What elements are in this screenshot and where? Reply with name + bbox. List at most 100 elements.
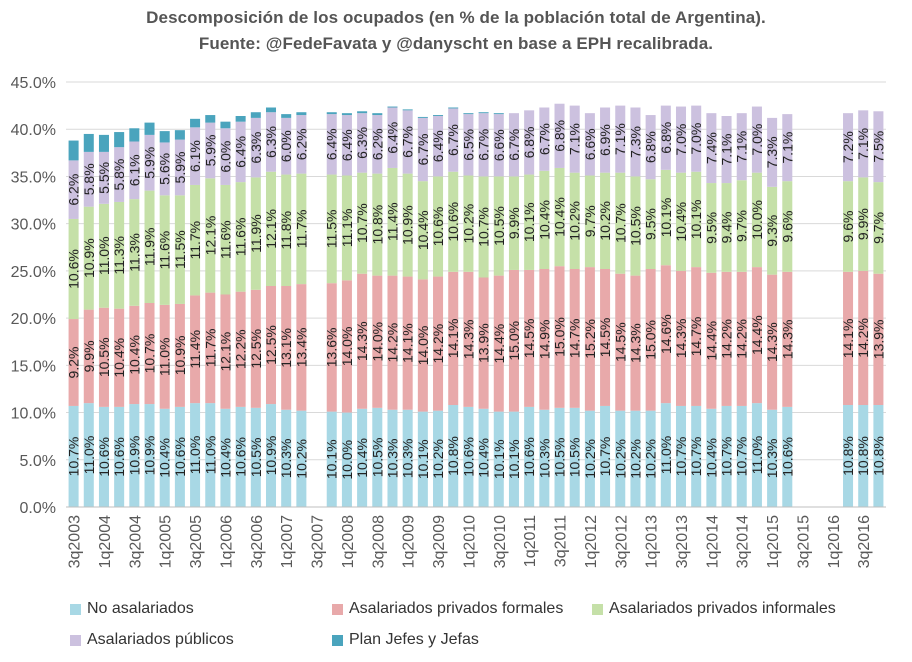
data-label: 10.0% bbox=[749, 200, 765, 240]
data-label: 10.4% bbox=[111, 338, 127, 378]
bar-segment bbox=[660, 169, 671, 266]
data-label: 11.7% bbox=[187, 221, 203, 260]
bar-segment bbox=[250, 289, 261, 408]
bar-segment bbox=[326, 283, 337, 412]
y-tick-label: 15.0% bbox=[11, 358, 56, 375]
data-label: 6.7% bbox=[476, 129, 492, 161]
bar-segment bbox=[205, 115, 216, 123]
data-label: 13.9% bbox=[870, 320, 886, 360]
data-label: 6.3% bbox=[354, 127, 370, 159]
bar-segment bbox=[478, 113, 489, 177]
bar-segment bbox=[326, 411, 337, 507]
data-label: 14.3% bbox=[627, 323, 643, 363]
bar-segment bbox=[402, 409, 413, 507]
data-label: 11.4% bbox=[187, 330, 203, 369]
bar-segment bbox=[721, 116, 732, 184]
bar-segment bbox=[174, 406, 185, 507]
data-label: 10.6% bbox=[96, 437, 112, 477]
bar-segment bbox=[600, 405, 611, 507]
bar-segment bbox=[98, 134, 109, 152]
bar-segment bbox=[68, 140, 79, 161]
data-label: 11.7% bbox=[202, 329, 218, 368]
data-label: 10.6% bbox=[430, 207, 446, 247]
data-label: 5.5% bbox=[96, 162, 112, 194]
bar-segment bbox=[524, 110, 535, 175]
bar-segment bbox=[98, 307, 109, 407]
data-label: 11.3% bbox=[126, 233, 142, 272]
data-label: 12.1% bbox=[202, 216, 218, 256]
data-label: 14.1% bbox=[400, 323, 416, 363]
data-label: 6.4% bbox=[339, 129, 355, 161]
y-tick-label: 45.0% bbox=[11, 75, 56, 92]
x-tick-label: 3q2005 bbox=[188, 515, 205, 568]
data-label: 10.5% bbox=[369, 438, 385, 478]
bar-segment bbox=[751, 106, 762, 173]
bar-segment bbox=[767, 186, 778, 275]
data-label: 6.8% bbox=[658, 122, 674, 154]
bar-segment bbox=[858, 177, 869, 271]
data-label: 12.1% bbox=[263, 209, 279, 249]
bar-segment bbox=[554, 167, 565, 267]
data-label: 10.3% bbox=[384, 439, 400, 479]
data-label: 10.8% bbox=[870, 436, 886, 476]
bar-segment bbox=[675, 270, 687, 406]
data-label: 10.6% bbox=[779, 437, 795, 477]
x-tick-label: 3q2008 bbox=[370, 515, 387, 568]
bar-segment bbox=[873, 111, 884, 183]
bar-segment bbox=[190, 184, 201, 296]
x-tick-label: 3q2003 bbox=[67, 515, 84, 568]
bar-segment bbox=[721, 183, 732, 272]
bar-segment bbox=[417, 117, 428, 182]
bar-segment bbox=[174, 195, 185, 304]
data-label: 15.2% bbox=[582, 319, 598, 359]
data-label: 12.5% bbox=[263, 325, 279, 365]
data-label: 11.3% bbox=[111, 236, 127, 275]
data-label: 10.5% bbox=[552, 438, 568, 478]
bar-segment bbox=[660, 403, 671, 507]
data-label: 6.4% bbox=[324, 128, 340, 160]
legend-item-asalariados-privados-formales: Asalariados privados formales bbox=[332, 600, 563, 618]
bar-segment bbox=[782, 406, 793, 507]
legend-label: Asalariados privados formales bbox=[349, 600, 564, 617]
x-tick-label: 3q2007 bbox=[310, 515, 327, 568]
bar-segment bbox=[205, 403, 216, 507]
bar-segment bbox=[83, 403, 94, 507]
legend-item-asalariados-privados-informales: Asalariados privados informales bbox=[592, 600, 836, 618]
data-label: 5.6% bbox=[157, 153, 173, 185]
data-label: 6.3% bbox=[248, 132, 264, 164]
bar-segment bbox=[281, 409, 292, 507]
bar-segment bbox=[478, 408, 489, 507]
bar-segment bbox=[250, 407, 261, 507]
data-label: 10.1% bbox=[658, 198, 674, 238]
bar-segment bbox=[68, 319, 79, 406]
data-label: 14.3% bbox=[460, 320, 476, 360]
bar-segment bbox=[174, 139, 185, 196]
bar-segment bbox=[265, 107, 277, 113]
bar-segment bbox=[235, 406, 246, 507]
data-label: 6.7% bbox=[400, 126, 416, 158]
data-label: 10.7% bbox=[673, 437, 689, 477]
data-label: 6.9% bbox=[597, 124, 613, 156]
bar-segment bbox=[402, 109, 413, 111]
data-label: 15.0% bbox=[506, 321, 522, 361]
bar-segment bbox=[159, 195, 170, 305]
data-label: 10.2% bbox=[567, 201, 583, 241]
data-label: 10.7% bbox=[597, 437, 613, 477]
bar-segment bbox=[721, 405, 732, 507]
bar-segment bbox=[539, 107, 550, 171]
data-label: 14.9% bbox=[536, 320, 552, 360]
bar-segment bbox=[448, 171, 459, 272]
data-label: 9.5% bbox=[643, 208, 659, 240]
bar-segment bbox=[296, 115, 307, 174]
data-label: 6.4% bbox=[384, 122, 400, 154]
bar-segment bbox=[615, 410, 626, 507]
data-label: 11.6% bbox=[217, 220, 233, 259]
bar-segment bbox=[220, 128, 231, 185]
bar-segment bbox=[782, 271, 793, 407]
data-label: 10.5% bbox=[491, 206, 507, 246]
bar-segment bbox=[433, 115, 444, 116]
x-tick-label: 1q2012 bbox=[583, 515, 600, 568]
bar-segment bbox=[417, 181, 428, 280]
bar-segment bbox=[83, 309, 94, 404]
bar-segment bbox=[68, 405, 79, 507]
